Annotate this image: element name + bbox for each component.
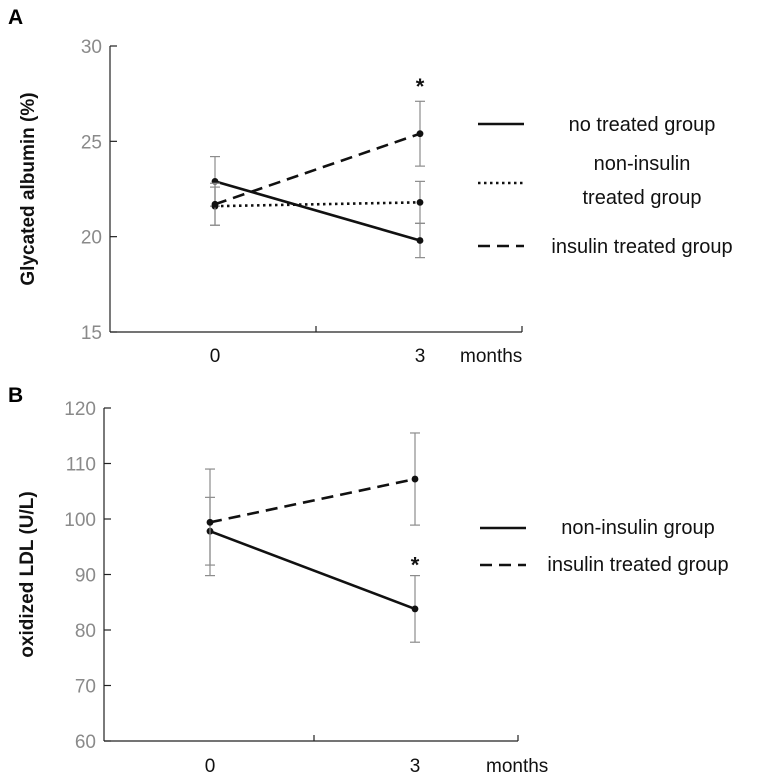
panel-a: A 15 20 25 30 0 3 months Glycated albumin (%) * no… [8,6,733,367]
data-point [411,475,419,483]
series-line [214,201,421,208]
y-tick-label: 15 [81,323,102,344]
y-tick-label: 100 [64,510,96,531]
legend-label: non-insulin [594,153,691,175]
significance-star: * [416,74,425,99]
y-tick-label: 30 [81,37,102,58]
y-tick-label: 120 [64,399,96,420]
legend: no treated group non-insulin treated group… [478,114,733,258]
y-tick-label: 60 [75,732,96,753]
y-tick-label: 25 [81,132,102,153]
significance-star: * [411,553,420,578]
x-tick-label: 0 [210,346,221,367]
panel-label: B [8,384,23,407]
x-tick-label: 0 [205,756,216,777]
data-point [206,518,214,526]
data-point [211,200,219,208]
series-1 [205,432,420,577]
series-line [214,180,421,242]
data-point [411,605,419,613]
series-line [214,132,421,206]
series-2 [210,100,425,226]
data-point [416,237,424,244]
series-0 [205,496,420,643]
x-axis-unit-label: months [460,346,522,367]
y-axis-label: Glycated albumin (%) [18,92,39,285]
series-line [209,529,416,611]
y-axis-label: oxidized LDL (U/L) [17,491,38,657]
series-0 [210,155,425,259]
panel-label: A [8,6,23,29]
legend-label: treated group [583,187,702,209]
x-tick-label: 3 [410,756,421,777]
legend-label: non-insulin group [561,517,714,539]
x-tick-label: 3 [415,346,426,367]
legend: non-insulin group insulin treated group [480,517,729,576]
data-point [416,198,424,206]
series-line [209,477,416,524]
y-tick-label: 110 [66,455,96,476]
x-axis-unit-label: months [486,756,548,777]
legend-label: no treated group [569,114,716,136]
y-tick-label: 90 [75,566,96,587]
legend-label: insulin treated group [551,236,732,258]
y-tick-label: 20 [81,228,102,249]
y-tick-label: 70 [75,677,96,698]
data-point [416,130,424,138]
legend-label: insulin treated group [547,554,728,576]
panel-b: B 60 70 80 90 100 110 120 0 3 months oxidized LDL (… [8,384,729,777]
y-tick-label: 80 [75,621,96,642]
